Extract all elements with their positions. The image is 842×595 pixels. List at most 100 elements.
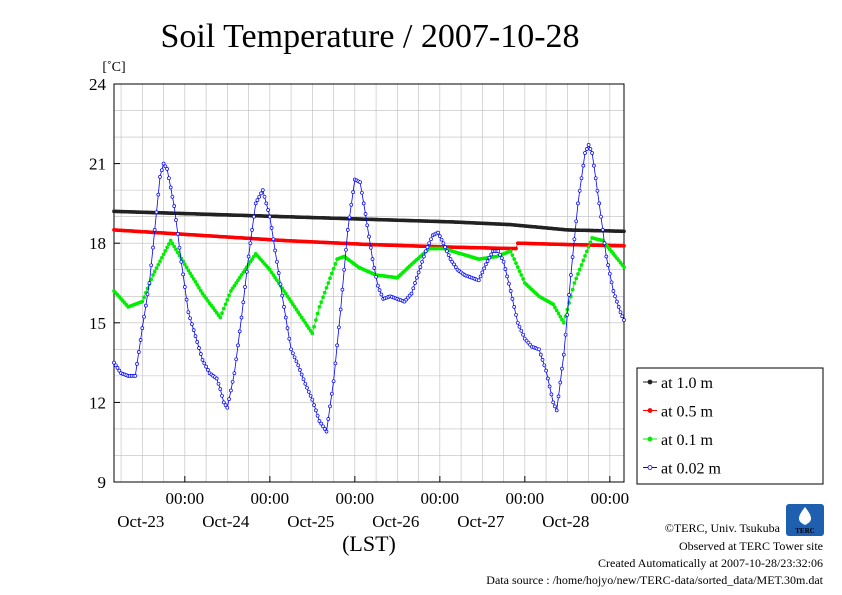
data-point xyxy=(211,306,216,310)
legend-marker xyxy=(647,465,653,470)
data-point xyxy=(299,372,304,377)
data-point xyxy=(604,254,609,259)
data-point xyxy=(581,163,586,168)
data-point xyxy=(283,291,288,296)
data-point xyxy=(193,334,198,338)
data-point xyxy=(613,294,617,299)
data-point xyxy=(170,194,175,199)
data-point xyxy=(517,269,522,273)
data-point xyxy=(498,252,502,257)
data-point xyxy=(287,297,292,301)
x-tick-label: 00:00 xyxy=(335,489,374,508)
data-point xyxy=(326,417,331,421)
data-point xyxy=(569,273,573,277)
series-layer xyxy=(112,143,626,434)
data-point xyxy=(588,147,593,151)
data-point xyxy=(303,381,308,386)
data-point xyxy=(159,168,164,173)
data-point xyxy=(345,228,350,232)
data-point xyxy=(322,427,327,431)
data-point xyxy=(198,352,203,356)
legend-box xyxy=(636,367,824,485)
created-timestamp-text: Created Automatically at 2007-10-28/23:3… xyxy=(598,556,823,570)
data-point xyxy=(620,314,625,319)
data-point xyxy=(133,374,138,378)
data-point xyxy=(163,249,168,253)
data-point xyxy=(538,352,543,357)
data-point xyxy=(179,259,184,264)
data-point xyxy=(204,296,208,301)
data-point xyxy=(136,350,141,354)
legend-label: at 0.5 m xyxy=(661,404,714,421)
data-point xyxy=(581,258,586,263)
y-tick-label: 15 xyxy=(89,314,106,333)
data-point xyxy=(411,286,416,291)
data-point xyxy=(308,328,313,333)
data-point xyxy=(374,274,378,279)
data-point xyxy=(338,307,343,312)
data-point xyxy=(220,393,224,398)
data-point xyxy=(154,210,159,215)
data-point xyxy=(423,249,428,254)
data-point xyxy=(299,315,304,320)
legend-marker xyxy=(647,379,653,385)
data-point xyxy=(142,314,146,319)
data-point xyxy=(221,306,226,311)
data-point xyxy=(425,245,430,250)
data-point xyxy=(174,218,178,222)
data-point xyxy=(221,400,226,405)
data-point xyxy=(324,285,329,290)
data-point xyxy=(512,305,517,309)
data-point xyxy=(177,245,182,250)
series-at-0-02-m xyxy=(112,143,626,434)
data-point xyxy=(156,262,161,267)
data-point xyxy=(273,248,277,253)
data-point xyxy=(237,329,242,334)
data-point xyxy=(206,298,210,303)
data-point xyxy=(174,247,178,252)
data-point xyxy=(418,265,423,269)
data-point xyxy=(450,259,455,264)
data-point xyxy=(237,275,242,280)
x-axis-label: (LST) xyxy=(342,531,396,556)
data-point xyxy=(167,176,171,181)
x-tick-label: 00:00 xyxy=(420,489,459,508)
data-point xyxy=(590,151,594,155)
data-point xyxy=(291,351,295,356)
series-at-1-0-m xyxy=(112,209,626,234)
data-point xyxy=(218,315,223,320)
data-point xyxy=(329,271,334,276)
data-point xyxy=(333,361,338,366)
data-point xyxy=(437,234,442,238)
legend-marker xyxy=(647,408,653,413)
data-point xyxy=(328,404,332,409)
data-point xyxy=(445,249,449,254)
data-point xyxy=(195,340,200,344)
data-point xyxy=(298,312,302,317)
data-point xyxy=(583,254,587,258)
data-point xyxy=(267,267,272,272)
data-point xyxy=(149,263,154,268)
y-tick-label: 18 xyxy=(89,234,106,253)
data-point xyxy=(214,376,219,381)
data-point xyxy=(331,379,336,384)
data-point xyxy=(241,270,246,275)
data-point xyxy=(319,421,324,426)
data-point xyxy=(170,241,175,246)
data-point xyxy=(206,368,210,372)
data-point xyxy=(616,305,621,309)
data-point xyxy=(577,188,582,193)
data-point xyxy=(227,293,231,298)
x-tick-label: 00:00 xyxy=(250,489,289,508)
data-point xyxy=(315,413,320,418)
data-point xyxy=(540,358,545,362)
legend-marker xyxy=(647,436,653,442)
data-point xyxy=(260,188,265,192)
data-point xyxy=(305,323,309,328)
data-point xyxy=(597,201,602,206)
data-point xyxy=(572,281,577,285)
series-line xyxy=(113,144,625,433)
data-point xyxy=(448,257,453,261)
data-point xyxy=(519,328,524,333)
data-point xyxy=(303,320,308,325)
